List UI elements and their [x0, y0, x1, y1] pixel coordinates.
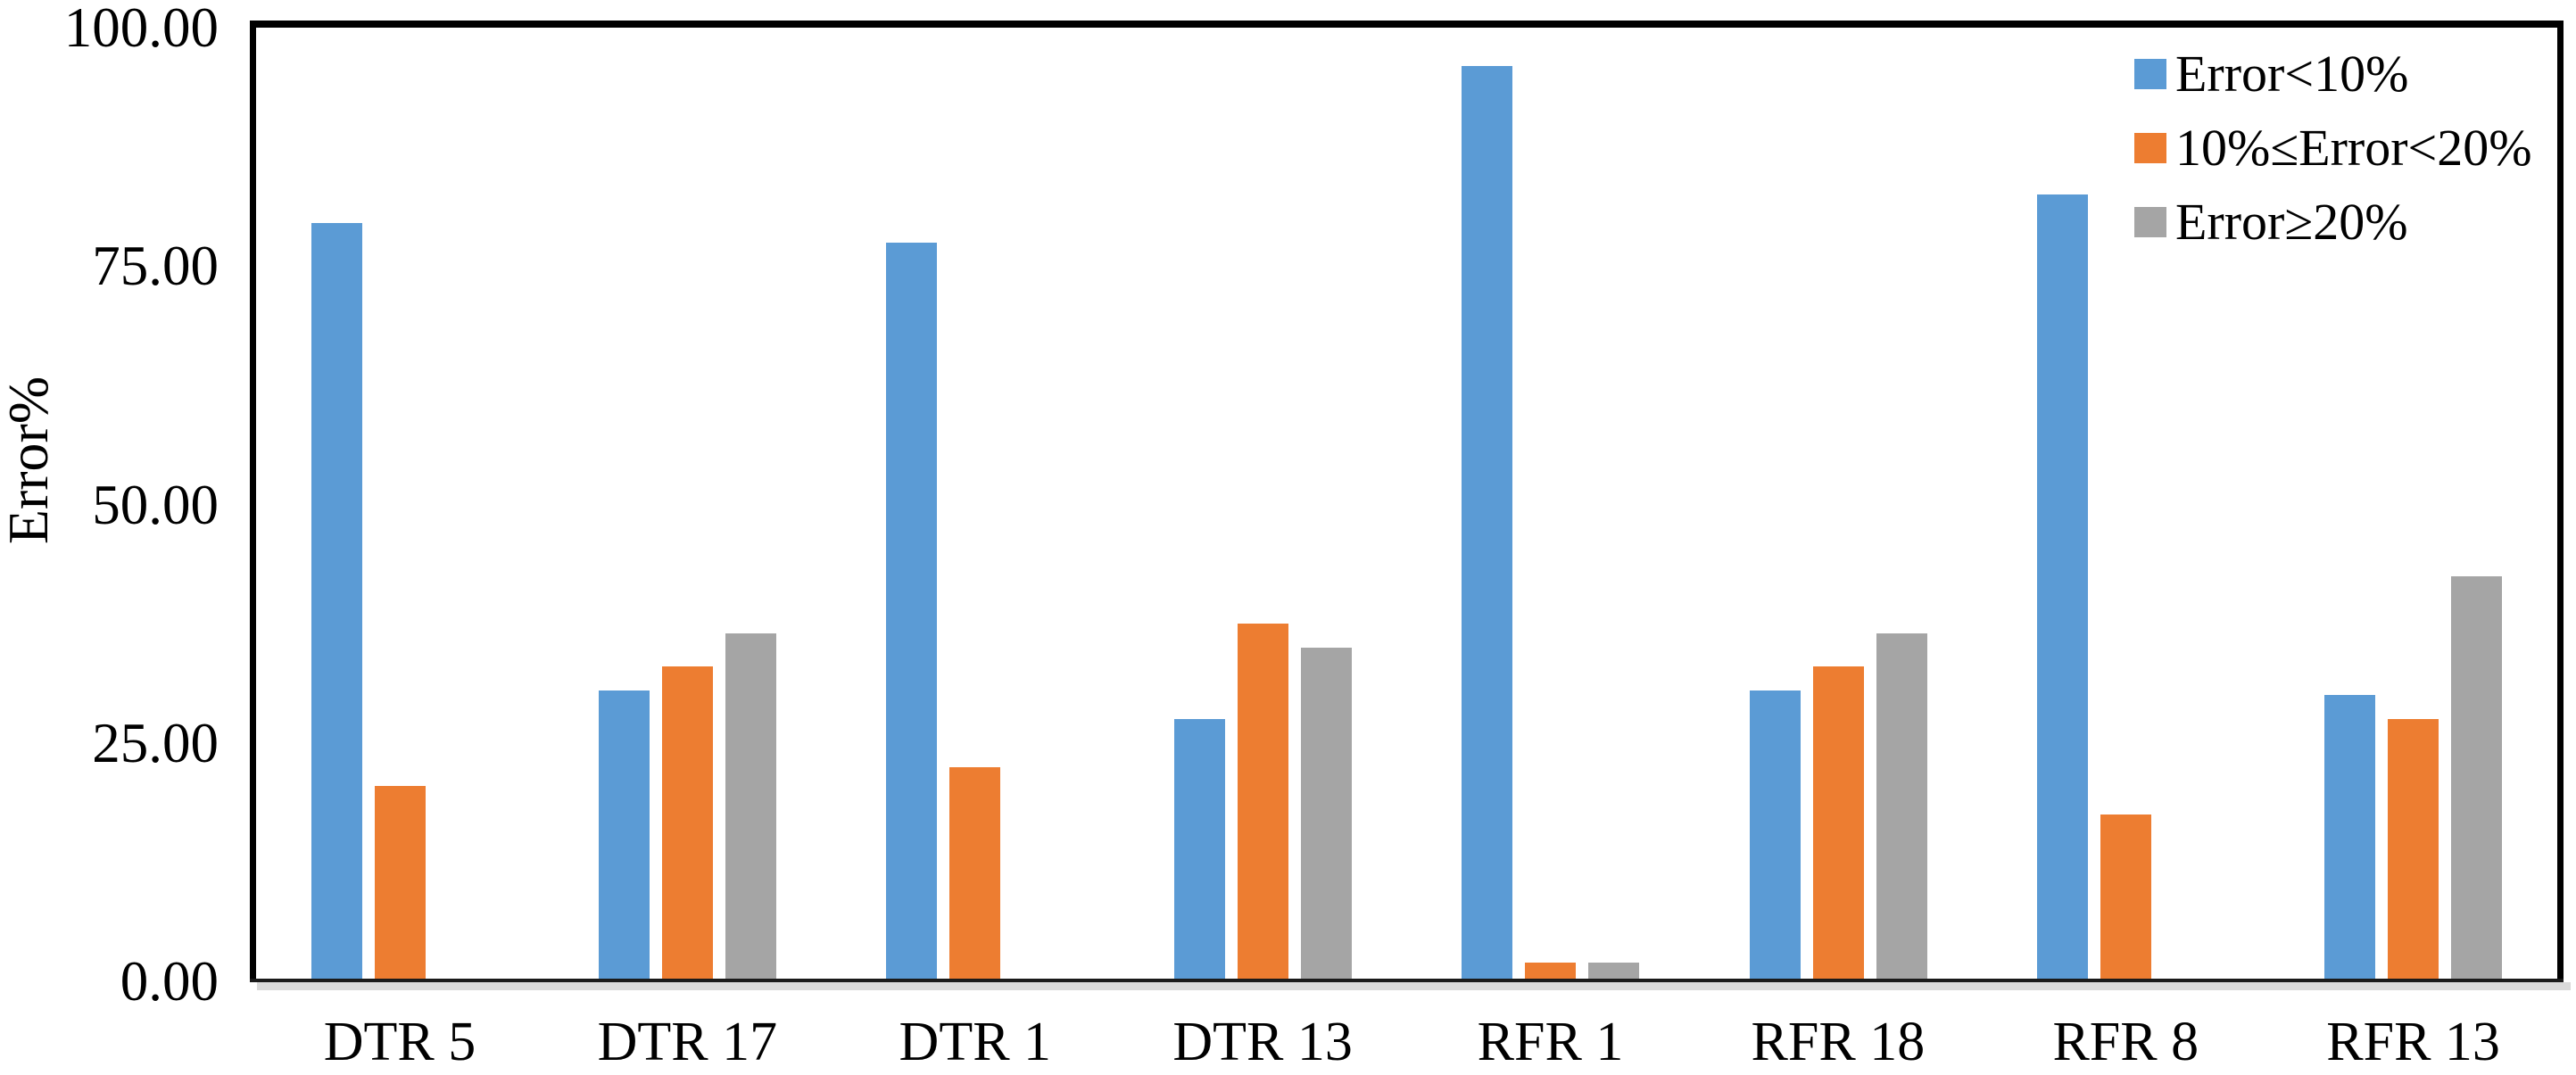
- bar-Error<10%-DTR 17: [599, 690, 650, 981]
- plot-inner: Error<10% 10%≤Error<20% Error≥20%: [256, 28, 2557, 981]
- x-category-label-RFR 13: RFR 13: [2326, 1012, 2500, 1072]
- legend-label: 10%≤Error<20%: [2175, 118, 2532, 177]
- y-axis-title: Error%: [0, 376, 60, 545]
- x-category-label-DTR 1: DTR 1: [899, 1012, 1052, 1072]
- bar-10%≤Error<20%-DTR 17: [662, 666, 714, 981]
- legend-swatch-icon: [2134, 132, 2166, 163]
- legend: Error<10% 10%≤Error<20% Error≥20%: [2134, 37, 2532, 259]
- bar-10%≤Error<20%-RFR 18: [1812, 666, 1864, 981]
- legend-label: Error≥20%: [2175, 192, 2408, 251]
- y-tick-label-50.00: 50.00: [92, 473, 219, 536]
- legend-item-Error≥20%: Error≥20%: [2134, 185, 2532, 259]
- bar-Error<10%-RFR 8: [2036, 194, 2088, 981]
- bar-Error<10%-RFR 18: [1749, 690, 1801, 981]
- bar-Error<10%-DTR 13: [1173, 719, 1225, 981]
- bar-Error≥20%-DTR 13: [1300, 647, 1352, 981]
- bar-Error<10%-RFR 1: [1462, 65, 1513, 981]
- bar-10%≤Error<20%-DTR 13: [1237, 624, 1288, 981]
- bar-10%≤Error<20%-RFR 13: [2388, 719, 2439, 981]
- x-category-label-DTR 5: DTR 5: [323, 1012, 476, 1072]
- x-axis-baseline: [250, 979, 2564, 982]
- x-category-label-RFR 18: RFR 18: [1751, 1012, 1926, 1072]
- bar-Error≥20%-DTR 17: [725, 633, 777, 981]
- legend-swatch-icon: [2134, 58, 2166, 89]
- bar-10%≤Error<20%-RFR 8: [2100, 814, 2151, 981]
- bar-Error≥20%-RFR 18: [1876, 633, 1927, 981]
- legend-label: Error<10%: [2175, 44, 2409, 103]
- bar-10%≤Error<20%-DTR 1: [949, 766, 1001, 981]
- bar-10%≤Error<20%-RFR 1: [1525, 962, 1577, 981]
- bar-10%≤Error<20%-DTR 5: [374, 785, 426, 981]
- bar-Error≥20%-RFR 13: [2451, 575, 2503, 981]
- y-tick-label-25.00: 25.00: [92, 711, 219, 774]
- y-tick-label-75.00: 75.00: [92, 235, 219, 298]
- x-category-label-RFR 8: RFR 8: [2052, 1012, 2199, 1072]
- bar-Error<10%-DTR 1: [886, 242, 938, 981]
- bar-Error<10%-RFR 13: [2324, 695, 2376, 981]
- bar-Error≥20%-RFR 1: [1588, 962, 1640, 981]
- x-category-label-DTR 17: DTR 17: [597, 1012, 778, 1072]
- legend-item-10%≤Error<20%: 10%≤Error<20%: [2134, 111, 2532, 185]
- y-tick-label-100.00: 100.00: [63, 0, 219, 59]
- x-axis-baseline-shadow: [257, 982, 2571, 990]
- legend-swatch-icon: [2134, 206, 2166, 237]
- plot-area: Error<10% 10%≤Error<20% Error≥20%: [250, 21, 2564, 981]
- x-category-label-DTR 13: DTR 13: [1172, 1012, 1353, 1072]
- x-category-label-RFR 1: RFR 1: [1477, 1012, 1624, 1072]
- legend-item-Error<10%: Error<10%: [2134, 37, 2532, 111]
- bar-Error<10%-DTR 5: [311, 223, 362, 981]
- y-tick-label-0.00: 0.00: [120, 950, 219, 1013]
